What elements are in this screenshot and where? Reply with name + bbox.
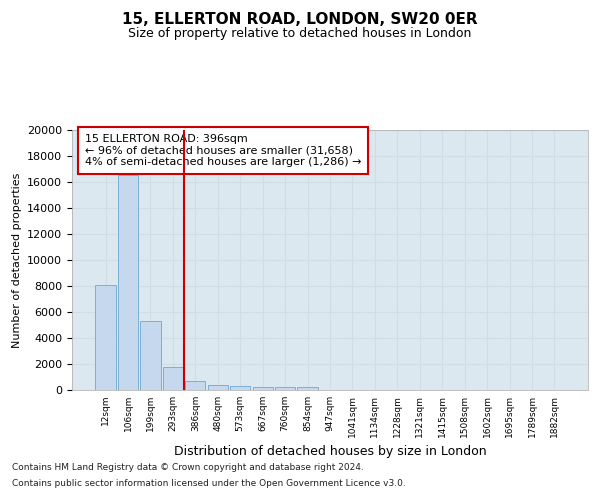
Bar bbox=[140, 321, 161, 390]
Text: Size of property relative to detached houses in London: Size of property relative to detached ho… bbox=[128, 28, 472, 40]
Bar bbox=[275, 388, 295, 390]
Bar bbox=[163, 366, 183, 390]
Bar bbox=[253, 387, 273, 390]
Bar bbox=[95, 284, 116, 390]
Text: Contains public sector information licensed under the Open Government Licence v3: Contains public sector information licen… bbox=[12, 478, 406, 488]
Y-axis label: Number of detached properties: Number of detached properties bbox=[11, 172, 22, 348]
Text: 15, ELLERTON ROAD, LONDON, SW20 0ER: 15, ELLERTON ROAD, LONDON, SW20 0ER bbox=[122, 12, 478, 28]
X-axis label: Distribution of detached houses by size in London: Distribution of detached houses by size … bbox=[173, 446, 487, 458]
Bar bbox=[118, 176, 138, 390]
Bar bbox=[185, 381, 205, 390]
Text: 15 ELLERTON ROAD: 396sqm
← 96% of detached houses are smaller (31,658)
4% of sem: 15 ELLERTON ROAD: 396sqm ← 96% of detach… bbox=[85, 134, 361, 167]
Bar bbox=[230, 386, 250, 390]
Bar bbox=[208, 386, 228, 390]
Text: Contains HM Land Registry data © Crown copyright and database right 2024.: Contains HM Land Registry data © Crown c… bbox=[12, 464, 364, 472]
Bar bbox=[298, 388, 317, 390]
